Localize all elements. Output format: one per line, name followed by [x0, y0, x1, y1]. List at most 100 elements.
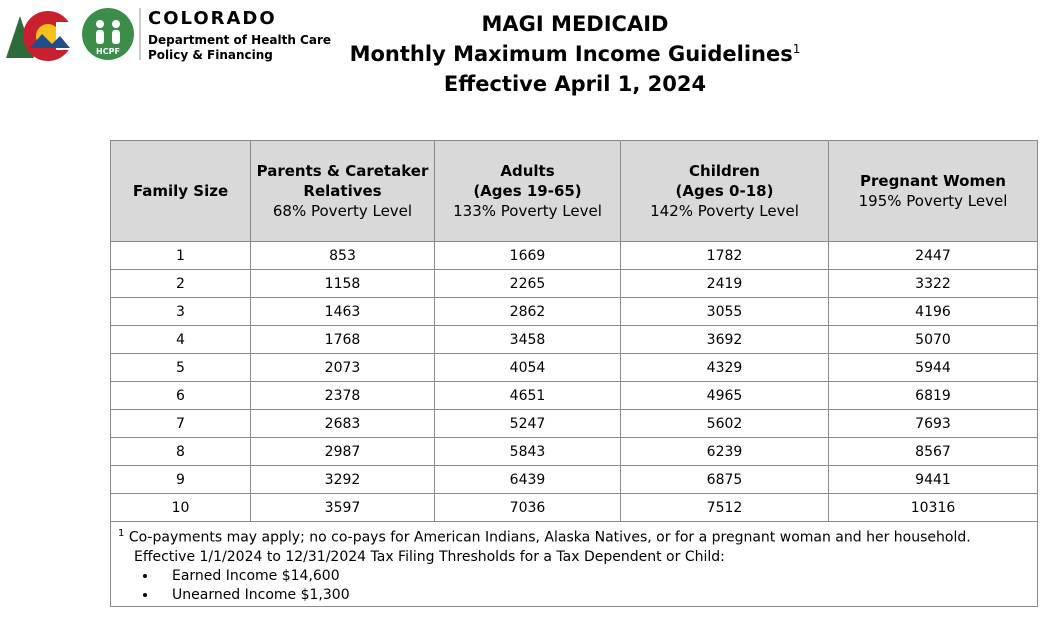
header-title: Relatives	[303, 182, 382, 200]
table-cell: 5843	[434, 437, 621, 466]
table-cell: 7693	[828, 409, 1038, 438]
logo: HCPF COLORADO Department of Health Care …	[6, 8, 331, 62]
table-cell: 1669	[434, 241, 621, 270]
table-cell: 2447	[828, 241, 1038, 270]
table-cell: 1	[110, 241, 251, 270]
table-cell: 1158	[250, 269, 435, 298]
hcpf-figure	[96, 20, 104, 28]
table-cell: 2073	[250, 353, 435, 382]
bullet-item: Unearned Income $1,300	[158, 586, 1037, 605]
footnote-line: Effective 1/1/2024 to 12/31/2024 Tax Fil…	[134, 548, 725, 565]
header-row: Family Size Parents & Caretaker Relatives 6…	[110, 140, 1038, 242]
table-row: 9 3292 6439 6875 9441	[110, 465, 1038, 494]
table-cell: 6	[110, 381, 251, 410]
header-note: 142% Poverty Level	[650, 202, 799, 220]
table-cell: 10	[110, 493, 251, 522]
table-cell: 5	[110, 353, 251, 382]
table-cell: 4	[110, 325, 251, 354]
table-cell: 4651	[434, 381, 621, 410]
state-name: COLORADO	[148, 8, 277, 29]
table-cell: 2862	[434, 297, 621, 326]
table-row: 1 853 1669 1782 2447	[110, 241, 1038, 270]
header-cell: Children (Ages 0-18) 142% Poverty Level	[620, 140, 829, 242]
title: MAGI MEDICAID	[481, 12, 669, 36]
header-title: Adults	[500, 162, 555, 180]
table-cell: 6239	[620, 437, 829, 466]
table-row: 8 2987 5843 6239 8567	[110, 437, 1038, 466]
header-note: 68% Poverty Level	[272, 202, 413, 220]
dept-name: Department of Health Care	[148, 33, 331, 47]
table-cell: 2683	[250, 409, 435, 438]
table-cell: 8567	[828, 437, 1038, 466]
table-row: 6 2378 4651 4965 6819	[110, 381, 1038, 410]
table-cell: 853	[250, 241, 435, 270]
table-cell: 3055	[620, 297, 829, 326]
hcpf-figure	[112, 30, 120, 44]
table-cell: 6439	[434, 465, 621, 494]
superscript: 1	[792, 42, 801, 56]
header-cell: Parents & Caretaker Relatives 68% Poverty …	[250, 140, 435, 242]
income-table: Family Size Parents & Caretaker Relatives 6…	[110, 140, 1038, 607]
footnote-line: 1 Co-payments may apply; no co-pays for …	[118, 524, 1037, 548]
table-cell: 5247	[434, 409, 621, 438]
table-cell: 7	[110, 409, 251, 438]
footnote-row: 1 Co-payments may apply; no co-pays for …	[110, 521, 1038, 607]
table-cell: 3322	[828, 269, 1038, 298]
header-cell: Family Size	[110, 140, 251, 242]
table-cell: 5070	[828, 325, 1038, 354]
table-cell: 3692	[620, 325, 829, 354]
footnote-marker: 1	[118, 528, 125, 539]
header-title: (Ages 0-18)	[675, 182, 774, 200]
table-row: 4 1768 3458 3692 5070	[110, 325, 1038, 354]
table-cell: 3597	[250, 493, 435, 522]
bullet-item: Earned Income $14,600	[158, 567, 1037, 586]
table-cell: 2987	[250, 437, 435, 466]
table-row: 5 2073 4054 4329 5944	[110, 353, 1038, 382]
footnote-cell: 1 Co-payments may apply; no co-pays for …	[110, 521, 1038, 607]
title: Effective April 1, 2024	[443, 72, 707, 96]
header-title: (Ages 19-65)	[473, 182, 582, 200]
title: Monthly Maximum Income Guidelines1	[300, 42, 850, 66]
hcpf-figure	[96, 30, 104, 44]
table-row: 10 3597 7036 7512 10316	[110, 493, 1038, 522]
header-title: Pregnant Women	[860, 172, 1006, 190]
table-cell: 3	[110, 297, 251, 326]
header-title: Parents & Caretaker	[256, 162, 429, 180]
dept-name: Policy & Financing	[148, 48, 273, 62]
table-cell: 1463	[250, 297, 435, 326]
table-cell: 5944	[828, 353, 1038, 382]
header-note: 195% Poverty Level	[858, 192, 1008, 210]
header-title: Family Size	[132, 182, 229, 200]
table-cell: 4329	[620, 353, 829, 382]
hcpf-figure	[112, 20, 120, 28]
header-cell: Pregnant Women 195% Poverty Level	[828, 140, 1038, 242]
table-row: 3 1463 2862 3055 4196	[110, 297, 1038, 326]
table-cell: 4054	[434, 353, 621, 382]
table-cell: 10316	[828, 493, 1038, 522]
table-cell: 3292	[250, 465, 435, 494]
table-cell: 7512	[620, 493, 829, 522]
table-cell: 2	[110, 269, 251, 298]
table-cell: 2265	[434, 269, 621, 298]
title-text: Monthly Maximum Income Guidelines	[349, 42, 793, 66]
table-cell: 9	[110, 465, 251, 494]
table-cell: 2419	[620, 269, 829, 298]
footnote-text: Co-payments may apply; no co-pays for Am…	[128, 529, 971, 546]
table-cell: 6875	[620, 465, 829, 494]
table-cell: 4965	[620, 381, 829, 410]
header-cell: Adults (Ages 19-65) 133% Poverty Level	[434, 140, 621, 242]
table-cell: 1782	[620, 241, 829, 270]
c-logo-mountain	[30, 34, 70, 48]
table-cell: 6819	[828, 381, 1038, 410]
header-note: 133% Poverty Level	[453, 202, 602, 220]
table-cell: 2378	[250, 381, 435, 410]
table-cell: 3458	[434, 325, 621, 354]
table-cell: 5602	[620, 409, 829, 438]
table-cell: 8	[110, 437, 251, 466]
table-cell: 4196	[828, 297, 1038, 326]
header-title: Children	[689, 162, 760, 180]
table-row: 7 2683 5247 5602 7693	[110, 409, 1038, 438]
table-row: 2 1158 2265 2419 3322	[110, 269, 1038, 298]
